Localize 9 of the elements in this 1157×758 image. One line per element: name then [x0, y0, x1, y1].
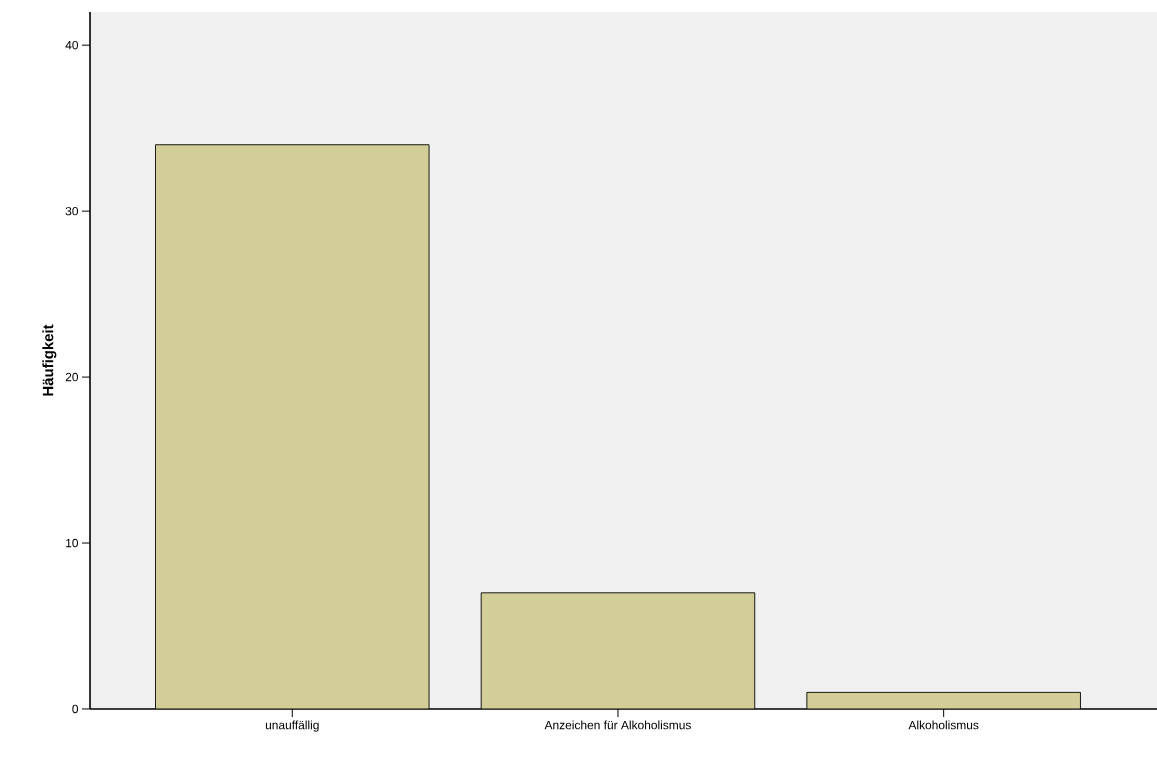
x-tick-label: Alkoholismus	[908, 720, 979, 730]
y-tick-label: 30	[65, 206, 79, 216]
y-tick-label: 20	[65, 372, 79, 382]
y-tick-label: 10	[66, 538, 79, 548]
x-tick-label: unauffällig	[265, 720, 319, 732]
y-tick-label: 0	[72, 704, 79, 714]
y-axis-title: Häufigkeit	[42, 324, 57, 396]
y-tick-label: 40	[65, 40, 79, 50]
x-tick-label: Anzeichen für Alkoholismus	[544, 720, 691, 730]
